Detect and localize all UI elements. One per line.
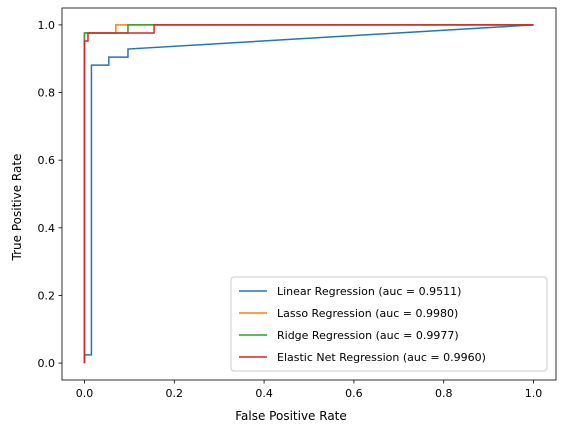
plot-area <box>83 24 534 364</box>
y-axis-label: True Positive Rate <box>10 154 24 262</box>
axes-frame <box>61 7 557 381</box>
series-line-1 <box>83 24 534 364</box>
legend-entry-label: Linear Regression (auc = 0.9511) <box>277 285 461 298</box>
y-tick-label: 0.0 <box>38 357 56 370</box>
y-tick-label: 0.6 <box>38 154 56 167</box>
y-tick-label: 1.0 <box>38 19 56 32</box>
series-line-4 <box>83 24 534 364</box>
legend-entry-label: Elastic Net Regression (auc = 0.9960) <box>277 351 486 364</box>
x-tick-label: 0.6 <box>345 387 363 400</box>
x-axis-label: False Positive Rate <box>235 409 347 423</box>
legend-entry-label: Ridge Regression (auc = 0.9977) <box>277 329 459 342</box>
x-tick-label: 1.0 <box>525 387 543 400</box>
y-tick-label: 0.4 <box>38 222 56 235</box>
legend-entry-label: Lasso Regression (auc = 0.9980) <box>277 307 458 320</box>
x-tick-label: 0.2 <box>166 387 184 400</box>
axes: 0.0 0.2 0.4 0.6 0.8 1.0 0.0 0.2 0.4 0.6 0.8 1.0 <box>38 7 557 400</box>
y-tick-label: 0.2 <box>38 289 56 302</box>
x-tick-label: 0.8 <box>435 387 453 400</box>
x-tick-label: 0.0 <box>76 387 94 400</box>
x-tick-label: 0.4 <box>255 387 273 400</box>
y-tick-label: 0.8 <box>38 87 56 100</box>
legend: Linear Regression (auc = 0.9511) Lasso Re… <box>230 276 548 372</box>
legend-box <box>230 276 548 372</box>
